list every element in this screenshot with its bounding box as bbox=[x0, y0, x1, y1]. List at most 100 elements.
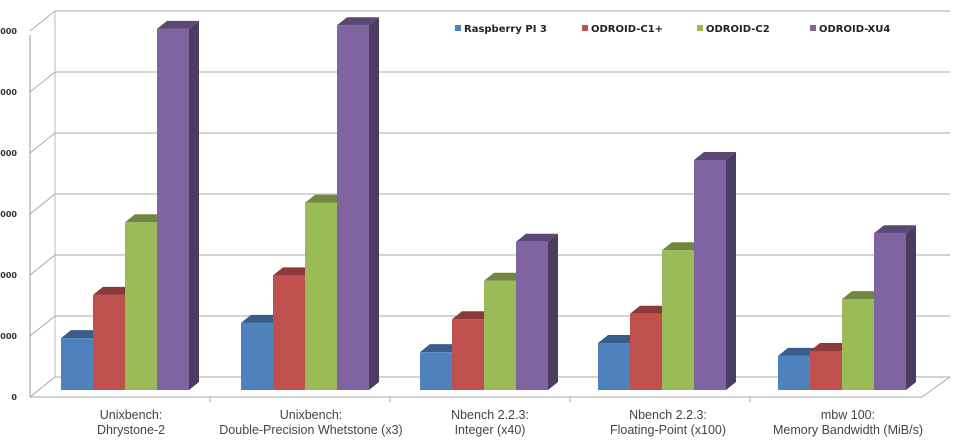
bar-front bbox=[452, 319, 484, 390]
bar-front bbox=[516, 241, 548, 390]
category-label: Nbench 2.2.3: bbox=[629, 408, 707, 422]
y-tick-label: 2000 bbox=[0, 271, 17, 280]
bar-top bbox=[420, 344, 462, 353]
legend-label: ODROID-C1+ bbox=[591, 24, 663, 35]
category-label: mbw 100: bbox=[821, 408, 875, 422]
bar-top bbox=[778, 347, 820, 356]
bar-top bbox=[157, 20, 199, 29]
bar-top bbox=[874, 225, 916, 234]
gridline bbox=[29, 193, 950, 215]
bar-side bbox=[189, 20, 199, 390]
bar-top bbox=[810, 342, 852, 351]
grid bbox=[29, 10, 951, 402]
bar bbox=[662, 242, 704, 390]
bar-side bbox=[726, 152, 736, 390]
bar-top bbox=[305, 194, 347, 203]
bars bbox=[61, 17, 916, 390]
bar bbox=[241, 314, 283, 390]
bar bbox=[61, 330, 103, 390]
bar-side bbox=[906, 225, 916, 390]
bar bbox=[516, 233, 558, 390]
bar-front bbox=[662, 250, 694, 390]
bar-front bbox=[337, 25, 369, 390]
bar bbox=[598, 335, 640, 390]
bar-top bbox=[694, 152, 736, 161]
bar bbox=[810, 342, 852, 390]
category-label: Nbench 2.2.3: bbox=[451, 408, 529, 422]
gridline bbox=[29, 71, 950, 93]
bar-front bbox=[125, 222, 157, 390]
bar bbox=[420, 344, 462, 390]
bar-side bbox=[548, 233, 558, 390]
bar-top bbox=[241, 314, 283, 323]
bar-top bbox=[125, 214, 167, 223]
bar-front bbox=[874, 233, 906, 390]
bar-top bbox=[61, 330, 103, 339]
bar-front bbox=[778, 355, 810, 390]
bar-front bbox=[273, 275, 305, 390]
bar-front bbox=[61, 338, 93, 390]
bar-top bbox=[842, 291, 884, 300]
bar-top bbox=[598, 335, 640, 344]
bar-side bbox=[369, 17, 379, 390]
legend-swatch bbox=[697, 25, 703, 31]
bar-front bbox=[305, 202, 337, 390]
bar-front bbox=[241, 322, 273, 390]
legend-swatch bbox=[810, 25, 816, 31]
bar-front bbox=[598, 343, 630, 390]
bar-top bbox=[337, 17, 379, 26]
legend-swatch bbox=[455, 25, 461, 31]
legend: Raspberry PI 3 ODROID-C1+ ODROID-C2 ODROID-… bbox=[455, 24, 890, 35]
category-label: Dhrystone-2 bbox=[97, 423, 165, 437]
category-label: Unixbench: bbox=[280, 408, 343, 422]
gridline bbox=[29, 254, 950, 276]
gridline bbox=[29, 10, 950, 32]
bar bbox=[157, 20, 199, 390]
bar bbox=[484, 272, 526, 390]
bar bbox=[337, 17, 379, 390]
bar bbox=[630, 305, 672, 390]
bar-front bbox=[93, 294, 125, 390]
bar-top bbox=[662, 242, 704, 251]
bar bbox=[93, 286, 135, 390]
y-tick-label: 5000 bbox=[0, 88, 17, 97]
bar-top bbox=[516, 233, 558, 242]
x-axis-labels: Unixbench:Dhrystone-2Unixbench:Double-Pr… bbox=[97, 408, 923, 437]
category-label: Double-Precision Whetstone (x3) bbox=[219, 423, 402, 437]
legend-swatch bbox=[582, 25, 588, 31]
bar bbox=[778, 347, 820, 390]
bar bbox=[874, 225, 916, 390]
bar-front bbox=[420, 352, 452, 390]
category-label: Floating-Point (x100) bbox=[610, 423, 726, 437]
bar-front bbox=[484, 280, 516, 390]
y-tick-label: 6000 bbox=[0, 27, 17, 36]
bar-top bbox=[452, 311, 494, 320]
category-label: Integer (x40) bbox=[455, 423, 526, 437]
bar bbox=[305, 194, 347, 390]
y-tick-label: 1000 bbox=[0, 332, 17, 341]
y-tick-label: 0 bbox=[11, 393, 17, 402]
floor-edge bbox=[30, 376, 951, 398]
category-label: Memory Bandwidth (MiB/s) bbox=[773, 423, 923, 437]
bar bbox=[273, 267, 315, 390]
bar bbox=[452, 311, 494, 390]
bar bbox=[694, 152, 736, 390]
bar-front bbox=[810, 350, 842, 390]
bar-top bbox=[630, 305, 672, 314]
legend-label: ODROID-XU4 bbox=[819, 24, 890, 35]
gridline bbox=[29, 132, 950, 154]
legend-label: ODROID-C2 bbox=[706, 24, 770, 35]
bar-top bbox=[484, 272, 526, 281]
bar-top bbox=[273, 267, 315, 276]
bar-front bbox=[694, 160, 726, 390]
bar-front bbox=[842, 299, 874, 390]
bar-front bbox=[630, 313, 662, 390]
bar-front bbox=[157, 28, 189, 390]
legend-label: Raspberry PI 3 bbox=[464, 24, 547, 35]
category-label: Unixbench: bbox=[100, 408, 163, 422]
y-axis-ticks: 0 1000 2000 3000 4000 5000 6000 bbox=[0, 27, 17, 402]
bar-top bbox=[93, 286, 135, 295]
y-tick-label: 4000 bbox=[0, 149, 17, 158]
bar bbox=[842, 291, 884, 390]
